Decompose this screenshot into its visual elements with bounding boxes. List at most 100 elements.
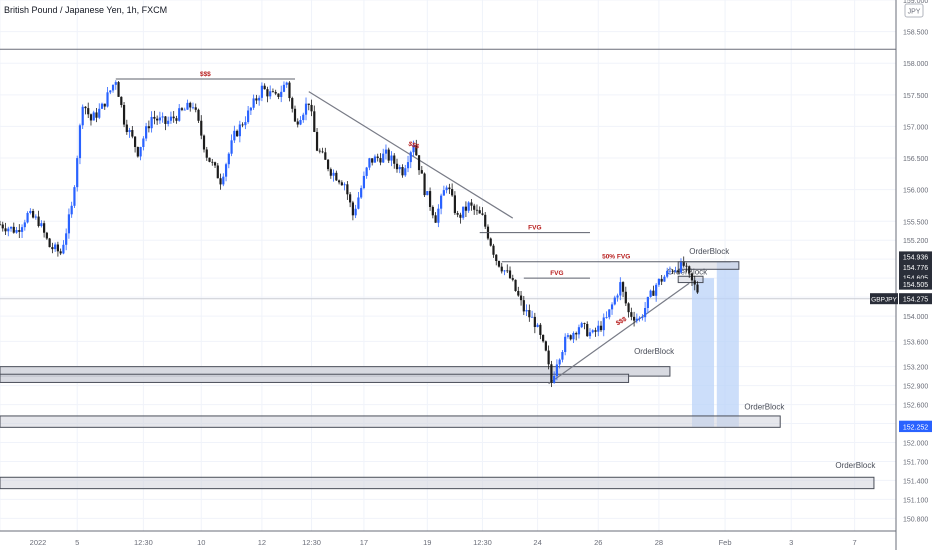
projection-zones xyxy=(691,261,739,427)
candle-body xyxy=(282,84,286,92)
candle-body xyxy=(591,330,594,333)
currency-badge[interactable] xyxy=(904,3,924,18)
candle-body xyxy=(249,107,252,111)
price-label-text: 154.275 xyxy=(903,296,928,303)
candle-body xyxy=(186,102,189,110)
trendline[interactable] xyxy=(548,282,690,385)
candle-body xyxy=(156,118,159,121)
candle-body xyxy=(31,210,35,218)
x-tick-label: 3 xyxy=(789,538,793,547)
candle-body xyxy=(95,112,98,118)
candle-body xyxy=(398,167,401,170)
candle-body xyxy=(528,310,531,318)
candle-body xyxy=(266,89,269,97)
y-tick-label: 157.500 xyxy=(903,93,928,100)
candle-body xyxy=(230,140,233,154)
candle-body xyxy=(426,191,429,196)
orderblock-label: OrderBlock xyxy=(667,267,708,276)
y-tick-label: 157.000 xyxy=(903,124,928,131)
y-tick-label: 152.600 xyxy=(903,403,928,410)
x-tick-label: 12:30 xyxy=(134,538,153,547)
candle-body xyxy=(235,130,239,137)
projection-zone[interactable] xyxy=(691,278,715,427)
candle-body xyxy=(346,184,349,195)
candle-body xyxy=(219,178,222,185)
candle-body xyxy=(539,324,542,335)
candle-body xyxy=(62,244,65,254)
price-label-box xyxy=(899,251,932,263)
candle-body xyxy=(109,90,112,93)
orderblock-box[interactable] xyxy=(0,476,875,490)
y-tick-label: 151.100 xyxy=(903,497,928,504)
candle-body xyxy=(462,206,465,218)
orderblocks[interactable]: OrderBlock OrderBlock OrderBlock OrderBlock… xyxy=(0,247,876,490)
candle-body xyxy=(150,116,153,129)
candle-body xyxy=(688,266,691,274)
candle-body xyxy=(29,210,32,213)
orderblock-box[interactable] xyxy=(677,275,704,284)
candle-body xyxy=(674,270,677,272)
candle-body xyxy=(98,108,101,118)
candle-body xyxy=(475,209,479,211)
candle-body xyxy=(67,214,71,234)
candle-body xyxy=(313,111,316,132)
projection-zone[interactable] xyxy=(716,261,739,427)
candle-body xyxy=(577,327,581,335)
candle-body xyxy=(632,316,636,321)
candle-body xyxy=(263,85,266,90)
candle-body xyxy=(172,116,175,119)
annotations: $$$ $$$ FVG 50% FVG FVG $$$ xyxy=(115,71,731,327)
x-tick-label: 28 xyxy=(655,538,663,547)
x-tick-label: 7 xyxy=(853,538,857,547)
orderblock-box[interactable] xyxy=(0,373,630,383)
candle-body xyxy=(277,93,280,97)
candle-body xyxy=(326,159,330,170)
candle-body xyxy=(619,282,622,296)
candle-body xyxy=(51,247,54,250)
candle-body xyxy=(43,223,46,233)
x-tick-label: 12:30 xyxy=(473,538,492,547)
candle-body xyxy=(120,96,123,105)
candle-body xyxy=(588,332,592,337)
candle-body xyxy=(456,213,459,215)
candle-body xyxy=(70,205,73,215)
candle-body xyxy=(473,205,476,210)
orderblock-box[interactable] xyxy=(0,415,781,428)
candle-body xyxy=(668,270,672,272)
candle-body xyxy=(390,155,393,161)
candle-body xyxy=(175,118,178,121)
orderblock-label: OrderBlock xyxy=(634,347,675,356)
candle-body xyxy=(401,167,404,176)
candle-body xyxy=(492,245,495,255)
price-label-text: 154.936 xyxy=(903,255,928,262)
candle-body xyxy=(340,182,343,186)
candle-body xyxy=(362,175,366,189)
candle-body xyxy=(508,270,512,279)
candle-body xyxy=(503,270,506,272)
candle-body xyxy=(0,224,2,226)
candle-body xyxy=(415,145,418,156)
candle-body xyxy=(296,121,299,125)
candle-body xyxy=(9,226,13,229)
candle-body xyxy=(467,202,470,211)
candle-body xyxy=(37,216,40,227)
y-tick-label: 158.500 xyxy=(903,30,928,37)
time-axis[interactable]: 2022 5 12:30 10 12 12:30 17 19 12:30 24 26 28 Feb 3 7 xyxy=(30,538,857,547)
candle-body xyxy=(506,270,509,272)
candle-body xyxy=(89,114,93,121)
candle-body xyxy=(384,149,388,154)
candle-body xyxy=(440,195,443,209)
candle-body xyxy=(547,350,550,365)
candle-body xyxy=(630,312,633,317)
candle-body xyxy=(191,107,195,109)
candle-body xyxy=(677,270,680,273)
candle-body xyxy=(131,130,134,137)
candle-body xyxy=(288,82,291,99)
candle-body xyxy=(602,317,605,331)
candle-body xyxy=(23,222,26,228)
y-tick-label: 152.000 xyxy=(903,441,928,448)
candle-body xyxy=(550,364,553,383)
candle-body xyxy=(649,290,652,297)
